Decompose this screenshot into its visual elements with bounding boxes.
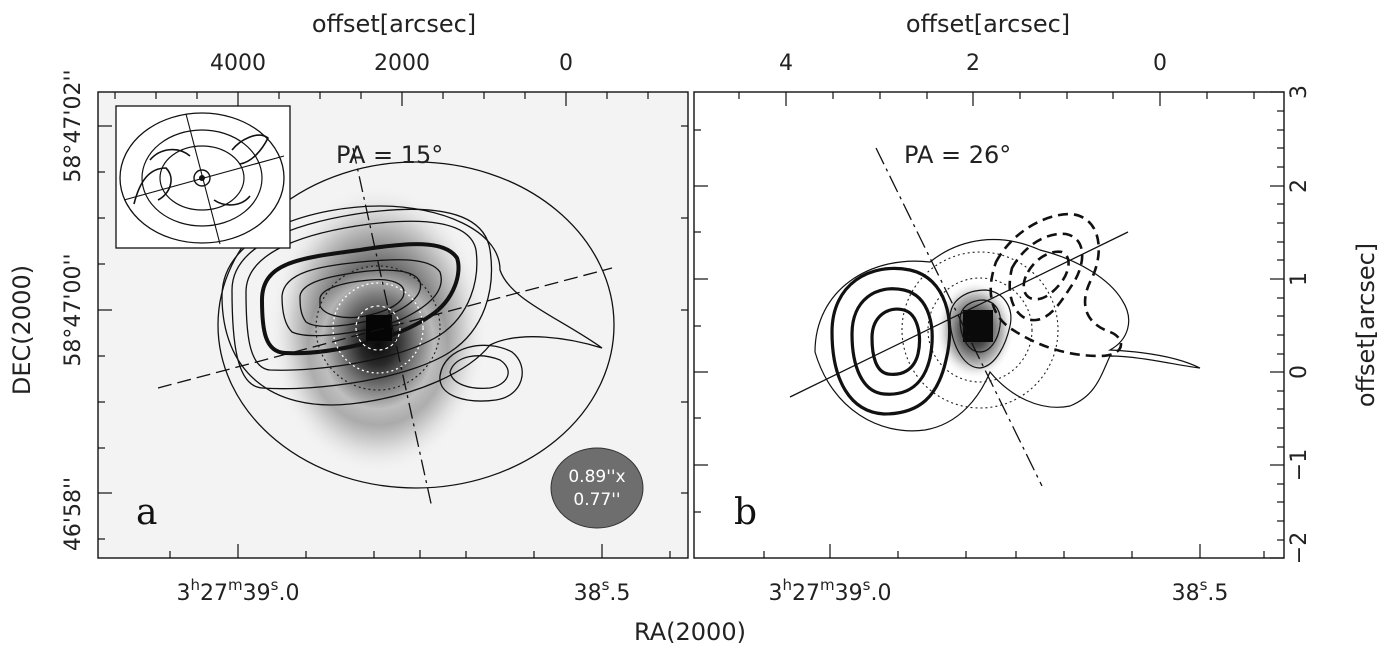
top-tick-a-0: 4000 — [210, 51, 266, 76]
beam-size-line1: 0.89''x — [568, 467, 625, 487]
right-tick-1: 2 — [1287, 179, 1312, 193]
left-axis-label: DEC(2000) — [8, 265, 36, 395]
top-tick-b-0: 4 — [779, 51, 793, 76]
contours-b-dashed — [989, 212, 1123, 358]
top-axis-label-b: offset[arcsec] — [906, 10, 1070, 38]
panel-label-a: a — [136, 492, 157, 533]
top-tick-a-2: 0 — [559, 51, 573, 76]
ra-tick-a-right: 38s.5 — [574, 576, 631, 606]
ra-tick-a-main: 3h27m39s.0 — [177, 576, 300, 606]
pa-label-b: PA = 26° — [904, 141, 1011, 169]
contours-a — [221, 205, 603, 406]
ticks-a — [98, 92, 688, 558]
contours-b-solid — [830, 266, 952, 416]
right-tick-3: 0 — [1287, 365, 1312, 379]
pa-label-a: PA = 15° — [336, 141, 443, 169]
beam-ellipse-a — [550, 447, 644, 529]
dec-tick-2: 46'58'' — [61, 477, 86, 551]
dec-tick-1: 58°47'00'' — [61, 253, 86, 366]
top-tick-a-1: 2000 — [374, 51, 430, 76]
inset-a — [115, 105, 291, 249]
beam-size-line2: 0.77'' — [573, 490, 620, 510]
ticks-b — [694, 91, 1284, 559]
right-tick-0: 3 — [1287, 85, 1312, 99]
ra-tick-b-main: 3h27m39s.0 — [769, 576, 892, 606]
dec-tick-0: 58°47'02'' — [61, 69, 86, 182]
right-tick-5: −2 — [1287, 532, 1312, 564]
right-axis-label: offset[arcsec] — [1352, 243, 1380, 407]
top-tick-b-1: 2 — [966, 51, 980, 76]
ra-tick-b-right: 38s.5 — [1172, 576, 1229, 606]
panel-b: PA = 26° b — [693, 91, 1285, 559]
panel-label-b: b — [734, 492, 757, 533]
panel-a: PA = 15° a 0.89''x 0.77'' — [97, 91, 689, 559]
right-tick-2: 1 — [1287, 272, 1312, 286]
top-tick-b-2: 0 — [1153, 51, 1167, 76]
right-tick-4: −1 — [1287, 449, 1312, 481]
bottom-axis-label: RA(2000) — [634, 618, 746, 646]
top-axis-label-a: offset[arcsec] — [312, 10, 476, 38]
